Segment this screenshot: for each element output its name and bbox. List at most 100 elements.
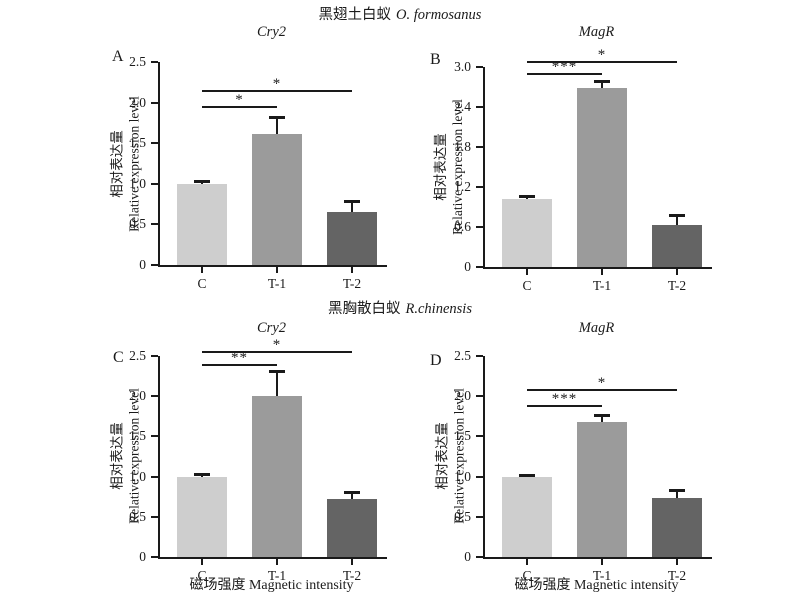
y-axis-tick	[476, 395, 483, 398]
significance-line	[202, 350, 352, 353]
error-bar-stem	[526, 197, 528, 199]
error-bar-stem	[601, 82, 603, 89]
y-axis-tick-label: 3.0	[454, 59, 471, 74]
y-axis-tick-label: 0.6	[454, 219, 471, 234]
significance-line	[527, 405, 602, 408]
y-axis-tick	[476, 355, 483, 357]
bar-t-2	[652, 497, 702, 557]
y-axis-tick	[476, 226, 483, 228]
significance-line	[202, 90, 352, 93]
y-axis-tick-label: 1.2	[454, 179, 471, 194]
panel-d-letter: D	[430, 352, 442, 369]
y-axis-tick-label: 0	[464, 259, 471, 274]
error-bar-cap	[594, 413, 610, 417]
x-axis-tick	[201, 559, 203, 565]
y-axis-tick	[151, 182, 158, 185]
panel-b-magr-chart: MagR B 相对表达量 Relative expression level 0…	[400, 20, 800, 300]
panel-d-x-axis-label: 磁场强度 Magnetic intensity	[514, 578, 679, 593]
panel-a-letter: A	[112, 48, 124, 65]
x-axis-tick-label: C	[522, 568, 532, 583]
y-axis-tick-label: 2.0	[454, 388, 471, 404]
panel-c-plot-area: 0 0.5 1.0 1.5 2.0 2.5 C T-1 T-2 ** *	[129, 337, 387, 583]
y-axis-tick-label: 2.5	[129, 348, 146, 363]
y-axis-tick-label: 0	[139, 549, 146, 564]
error-bar-cap	[519, 195, 535, 198]
error-bar-cap	[194, 473, 210, 476]
y-axis-tick	[476, 556, 483, 558]
bar-t-1	[252, 134, 302, 265]
x-axis-tick	[676, 559, 678, 565]
y-axis-tick-label: 1.0	[454, 468, 471, 484]
x-axis-tick	[351, 559, 353, 565]
significance-label: *	[597, 374, 607, 391]
error-bar-stem	[276, 118, 278, 135]
x-axis-tick-label: T-1	[592, 278, 612, 293]
error-bar-stem	[351, 493, 353, 500]
panel-c-x-axis-label: 磁场强度 Magnetic intensity	[189, 578, 354, 593]
y-axis-tick	[476, 146, 483, 148]
y-axis-tick-label: 0.5	[129, 508, 146, 524]
y-axis-label-chinese: 相对表达量	[109, 422, 125, 490]
panel-c-letter: C	[113, 349, 124, 366]
row2-species-name-chinese: 黑胸散白蚁	[328, 301, 401, 317]
panel-b-plot-area: 0 0.6 1.2 1.8 2.4 3.0 C T-1 T-2 *** *	[454, 47, 712, 293]
error-bar-cap	[344, 491, 360, 495]
x-axis-tick	[676, 269, 678, 275]
row1-species-heading: 黑翅土白蚁 O. formosanus	[0, 3, 800, 24]
error-bar-cap	[269, 370, 285, 374]
y-axis-tick	[151, 515, 158, 518]
x-axis-tick	[201, 267, 203, 273]
panel-d-magr-chart: MagR D 相对表达量 Relative expression level 0…	[400, 318, 800, 599]
significance-label: *	[597, 47, 607, 63]
y-axis-tick	[151, 61, 158, 63]
bar-t-1	[252, 396, 302, 557]
panel-a-plot-area: 0 0.5 1.0 1.5 2.0 2.5 C T-1 T-2 * *	[129, 54, 387, 291]
y-axis-tick-label: 1.0	[129, 468, 146, 484]
y-axis-tick	[151, 264, 158, 266]
y-axis-tick	[151, 556, 158, 558]
bar-t-2	[652, 225, 702, 267]
error-bar-stem	[676, 215, 678, 225]
significance-line	[527, 388, 677, 391]
x-axis-tick	[526, 559, 528, 565]
bar-c	[502, 199, 552, 267]
y-axis-tick-label: 0.5	[454, 508, 471, 524]
error-bar-stem	[276, 372, 278, 397]
y-axis-tick	[151, 142, 158, 145]
y-axis-tick	[476, 475, 483, 478]
x-axis-tick	[601, 269, 603, 275]
x-axis-tick	[276, 559, 278, 565]
y-axis-tick-label: 0	[464, 549, 471, 564]
significance-label: *	[272, 336, 282, 353]
error-bar-cap	[669, 489, 685, 493]
y-axis-tick	[476, 66, 483, 68]
panel-c-gene-title: Cry2	[257, 320, 286, 336]
x-axis-tick	[601, 559, 603, 565]
y-axis-label-english: Relative expression level	[450, 99, 465, 235]
row1-species-name-latin: O. formosanus	[396, 7, 482, 23]
y-axis-label-english: Relative expression level	[451, 388, 467, 524]
bar-t-2	[327, 499, 377, 557]
error-bar-cap	[519, 473, 535, 477]
significance-line	[527, 61, 677, 63]
y-axis-tick-label: 2.4	[454, 99, 471, 114]
bar-c	[502, 477, 552, 557]
x-axis-tick-label: T-2	[667, 278, 687, 293]
row2-species-heading: 黑胸散白蚁 R.chinensis	[0, 297, 800, 318]
significance-line	[527, 73, 602, 75]
panel-b-gene-title: MagR	[578, 24, 615, 40]
significance-line	[202, 364, 277, 367]
error-bar-cap	[194, 180, 210, 184]
error-bar-cap	[594, 80, 610, 84]
y-axis-tick	[151, 223, 158, 226]
y-axis-tick	[476, 515, 483, 518]
panel-c-y-axis-label: 相对表达量 Relative expression level	[109, 356, 143, 557]
bar-c	[177, 476, 227, 557]
x-axis-tick-label: T-1	[267, 276, 287, 291]
bar-t-1	[577, 421, 627, 557]
y-axis-tick	[476, 266, 483, 268]
x-axis-tick-label: C	[197, 568, 207, 583]
y-axis-tick-label: 1.5	[129, 428, 146, 444]
bar-t-1	[577, 88, 627, 267]
y-axis-tick-label: 2.5	[454, 348, 471, 363]
